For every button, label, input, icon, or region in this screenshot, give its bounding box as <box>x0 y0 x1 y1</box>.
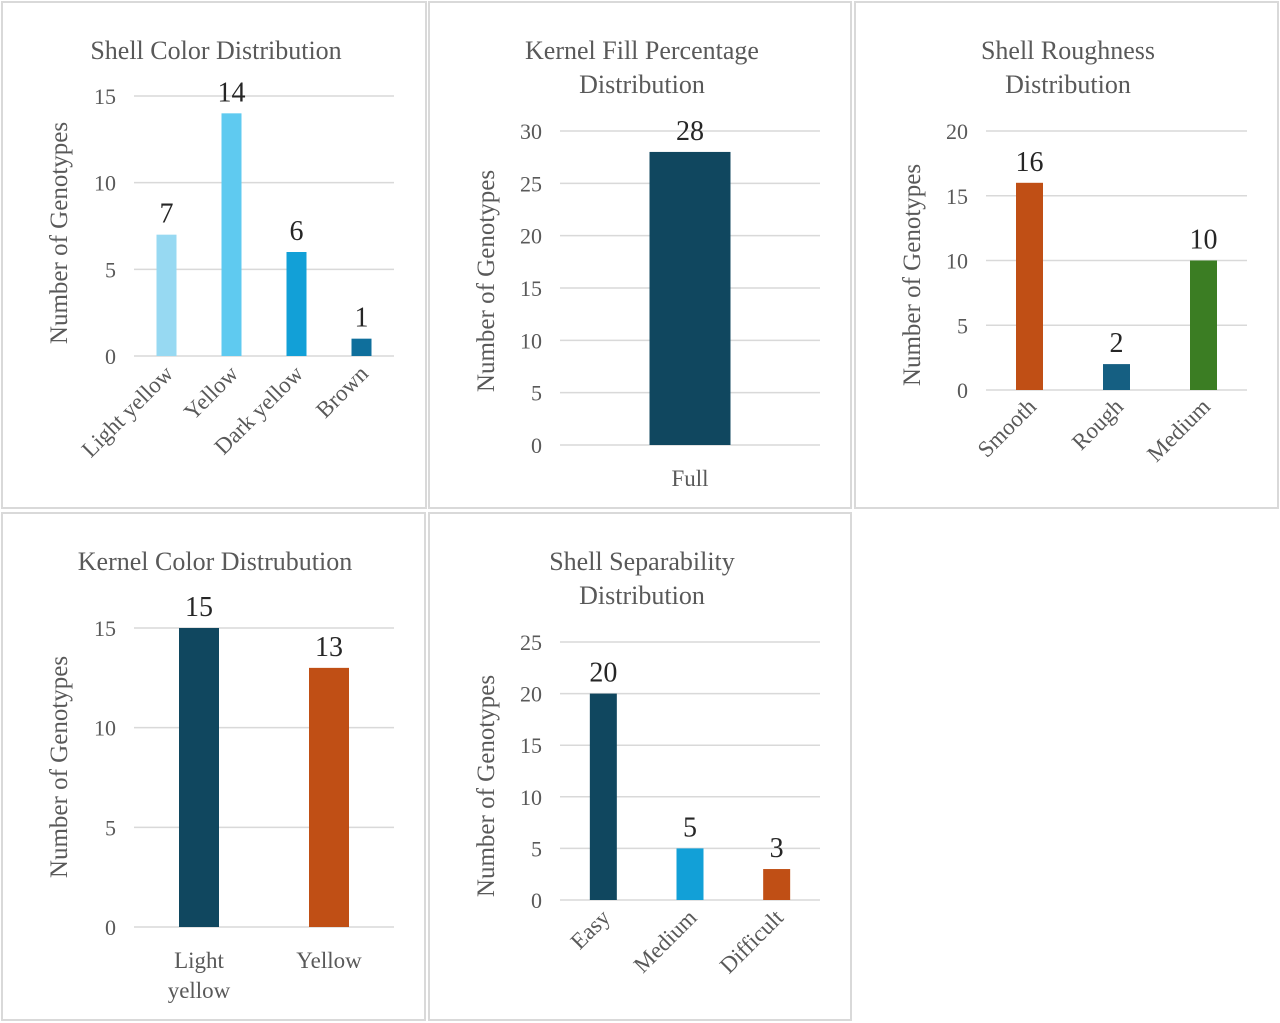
y-axis-label: Number of Genotypes <box>46 122 73 344</box>
chart-title: Distribution <box>1005 70 1131 99</box>
x-tick-label: Smooth <box>973 394 1042 463</box>
data-label: 1 <box>355 303 369 334</box>
x-tick-label: Rough <box>1067 394 1128 455</box>
y-tick-label: 20 <box>520 682 542 707</box>
bar-yellow <box>309 667 349 927</box>
x-tick-label: Medium <box>1142 394 1215 467</box>
x-tick-label: Difficult <box>715 904 789 978</box>
y-tick-label: 0 <box>531 433 542 458</box>
chart-panel-kernel-color: Kernel Color Distrubution 0 5 10 15 Number of… <box>1 512 426 1021</box>
data-label: 10 <box>1190 225 1218 256</box>
chart-title: Shell Separability <box>549 547 735 576</box>
y-axis-label: Number of Genotypes <box>899 164 926 386</box>
y-tick-label: 25 <box>520 171 542 196</box>
x-tick-label: Yellow <box>296 948 362 973</box>
bar-light-yellow <box>179 628 219 927</box>
chart-title: Kernel Color Distrubution <box>78 547 352 576</box>
data-label: 13 <box>315 632 343 663</box>
x-tick-label: Light yellow <box>77 361 179 463</box>
y-tick-label: 5 <box>531 836 542 861</box>
y-axis-label: Number of Genotypes <box>473 170 500 392</box>
y-tick-label: 10 <box>520 328 542 353</box>
data-label: 5 <box>683 812 697 843</box>
y-tick-label: 15 <box>94 616 116 641</box>
bar-full <box>649 151 731 445</box>
bar-brown <box>351 338 372 356</box>
chart-svg-kernel-fill: Kernel Fill Percentage Distribution 0 5 10 15… <box>473 36 820 491</box>
x-tick-label: Light <box>174 948 224 973</box>
y-tick-label: 10 <box>94 171 116 196</box>
data-label: 7 <box>160 199 174 230</box>
chart-panel-kernel-fill: Kernel Fill Percentage Distribution 0 5 10 15… <box>428 1 852 509</box>
data-label: 15 <box>185 592 213 623</box>
chart-svg-shell-color: Shell Color Distribution 0 5 10 15 Number of … <box>46 36 394 463</box>
y-tick-label: 30 <box>520 119 542 144</box>
x-tick-label: Full <box>671 466 708 491</box>
y-tick-label: 0 <box>105 915 116 940</box>
chart-title: Distribution <box>579 581 705 610</box>
y-axis-label: Number of Genotypes <box>473 675 500 897</box>
y-tick-label: 10 <box>94 716 116 741</box>
y-axis-label: Number of Genotypes <box>46 656 73 878</box>
bar-medium <box>676 848 704 900</box>
chart-svg-kernel-color: Kernel Color Distrubution 0 5 10 15 Number of… <box>46 547 394 1003</box>
y-tick-label: 0 <box>957 378 968 403</box>
bar-yellow <box>221 113 242 356</box>
y-tick-label: 0 <box>531 888 542 913</box>
chart-svg-shell-roughness: Shell Roughness Distribution 0 5 10 15 20 Numbe… <box>899 36 1247 467</box>
y-tick-label: 5 <box>957 313 968 338</box>
y-tick-label: 5 <box>105 257 116 282</box>
x-tick-label: Easy <box>566 905 616 955</box>
x-tick-label: Brown <box>311 361 373 423</box>
data-label: 28 <box>676 116 704 147</box>
x-tick-label: yellow <box>168 978 231 1003</box>
bar-difficult <box>763 869 791 900</box>
y-tick-label: 20 <box>520 224 542 249</box>
data-label: 20 <box>589 658 617 689</box>
y-tick-label: 25 <box>520 630 542 655</box>
chart-title: Shell Roughness <box>981 36 1155 65</box>
y-tick-label: 10 <box>946 249 968 274</box>
chart-title: Distribution <box>579 70 705 99</box>
y-tick-label: 5 <box>531 381 542 406</box>
y-tick-label: 15 <box>520 733 542 758</box>
chart-title: Kernel Fill Percentage <box>525 36 759 65</box>
x-tick-label: Yellow <box>179 361 243 425</box>
data-label: 14 <box>218 77 246 108</box>
bar-light-yellow <box>156 234 177 356</box>
bar-smooth <box>1016 182 1043 390</box>
chart-panel-shell-separability: Shell Separability Distribution 0 5 10 15 20 25… <box>428 512 852 1021</box>
data-label: 16 <box>1016 147 1044 178</box>
y-tick-label: 0 <box>105 344 116 369</box>
chart-panel-shell-roughness: Shell Roughness Distribution 0 5 10 15 20 Numbe… <box>854 1 1279 509</box>
data-label: 2 <box>1110 328 1124 359</box>
y-tick-label: 15 <box>94 84 116 109</box>
y-tick-label: 10 <box>520 785 542 810</box>
y-tick-label: 20 <box>946 119 968 144</box>
chart-panel-shell-color: Shell Color Distribution 0 5 10 15 Number of … <box>1 1 427 509</box>
x-tick-label: Medium <box>629 905 702 978</box>
data-label: 6 <box>290 216 304 247</box>
y-tick-label: 15 <box>946 184 968 209</box>
y-tick-label: 15 <box>520 276 542 301</box>
chart-svg-shell-separability: Shell Separability Distribution 0 5 10 15 20 25… <box>473 547 820 978</box>
bar-medium <box>1190 260 1217 390</box>
bar-easy <box>589 693 617 900</box>
y-tick-label: 5 <box>105 815 116 840</box>
bar-dark-yellow <box>286 252 307 356</box>
bar-rough <box>1103 364 1130 390</box>
chart-title: Shell Color Distribution <box>90 36 341 65</box>
data-label: 3 <box>770 833 784 864</box>
